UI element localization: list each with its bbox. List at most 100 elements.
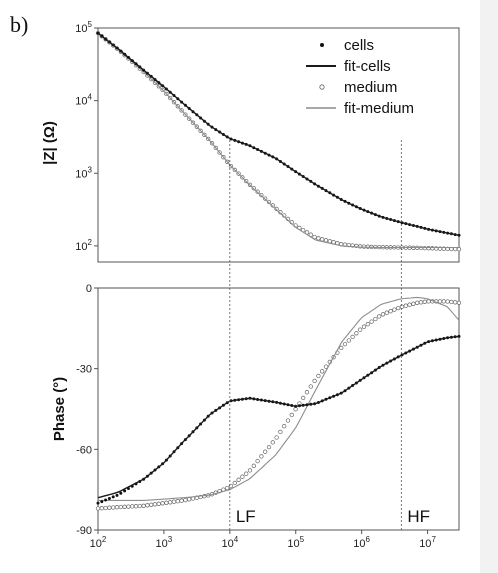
medium-series-point bbox=[145, 503, 150, 508]
impedance-chart: 102 103 104 105 |Z| (Ω) cells fit-cells mediu… bbox=[41, 20, 462, 550]
medium-series-point bbox=[339, 345, 344, 351]
marker-hf-label: HF bbox=[407, 507, 430, 526]
medium-series-point bbox=[240, 474, 245, 479]
medium-series-point bbox=[365, 322, 370, 327]
phase-y-axis-label: Phase (°) bbox=[51, 377, 68, 441]
medium-series-point bbox=[289, 412, 294, 418]
medium-series-point bbox=[456, 300, 462, 305]
medium-series-point bbox=[384, 310, 389, 315]
medium-series-point bbox=[308, 384, 313, 389]
legend-medium-label: medium bbox=[344, 79, 397, 96]
marker-lf-label: LF bbox=[236, 507, 256, 526]
phase-x-tick-label: 102 bbox=[90, 535, 107, 550]
medium-series-point bbox=[114, 505, 120, 510]
medium-series-point bbox=[422, 299, 427, 304]
medium-series-point bbox=[232, 480, 237, 486]
phase-x-tick-label: 107 bbox=[419, 535, 436, 550]
cells-series-point bbox=[100, 500, 104, 504]
legend-fit-medium-label: fit-medium bbox=[344, 100, 414, 117]
medium-series-point bbox=[312, 378, 317, 384]
cells-series-point bbox=[111, 495, 115, 499]
legend-fit-cells-label: fit-cells bbox=[344, 58, 391, 75]
medium-series-point bbox=[126, 504, 131, 509]
medium-series-point bbox=[320, 237, 325, 242]
fit-cells-series-line bbox=[97, 335, 460, 499]
medium-series-point bbox=[95, 506, 101, 511]
magnitude-y-tick-label: 105 bbox=[75, 20, 92, 35]
medium-series-point bbox=[107, 505, 112, 510]
medium-series-point bbox=[274, 435, 279, 440]
medium-series-point bbox=[160, 501, 165, 506]
medium-series-point bbox=[361, 324, 367, 329]
phase-y-tick-label: -60 bbox=[76, 444, 92, 456]
medium-series-point bbox=[244, 471, 249, 476]
phase-y-tick-label: -30 bbox=[76, 364, 92, 376]
frequency-markers: LF HF bbox=[229, 140, 430, 530]
medium-series-point bbox=[164, 500, 169, 505]
medium-series-point bbox=[407, 302, 412, 307]
medium-series-point bbox=[411, 301, 416, 306]
medium-series-point bbox=[449, 299, 454, 305]
medium-series-point bbox=[453, 300, 458, 305]
medium-series-point bbox=[293, 407, 298, 412]
medium-series-point bbox=[175, 499, 180, 504]
phase-x-tick-label: 105 bbox=[287, 535, 304, 550]
legend-cells-swatch bbox=[320, 43, 324, 47]
medium-series-point bbox=[388, 309, 393, 314]
medium-series-point bbox=[304, 390, 310, 395]
medium-series-point bbox=[285, 418, 291, 423]
medium-series-point bbox=[266, 199, 272, 205]
fit-cells-series-line bbox=[97, 32, 460, 236]
medium-series-point bbox=[396, 305, 401, 311]
legend: cells fit-cells medium fit-medium bbox=[306, 37, 414, 117]
cells-series-point bbox=[96, 501, 100, 505]
medium-series-point bbox=[133, 504, 139, 509]
magnitude-panel: 102 103 104 105 |Z| (Ω) cells fit-cells mediu… bbox=[41, 20, 462, 263]
medium-series-point bbox=[445, 299, 450, 304]
medium-series-point bbox=[312, 234, 317, 240]
medium-series-point bbox=[270, 440, 275, 445]
medium-series-point bbox=[361, 244, 367, 249]
fit-medium-series-line bbox=[97, 32, 459, 249]
medium-series-point bbox=[377, 314, 382, 319]
medium-series-point bbox=[346, 338, 351, 343]
medium-series-point bbox=[111, 505, 116, 510]
medium-series-point bbox=[380, 312, 386, 317]
medium-series-point bbox=[278, 429, 283, 435]
cells-series-point bbox=[115, 493, 119, 497]
medium-series-point bbox=[168, 500, 173, 505]
medium-series-point bbox=[415, 300, 420, 305]
medium-series-point bbox=[255, 458, 260, 464]
medium-series-point bbox=[301, 395, 306, 401]
medium-series-point bbox=[358, 327, 363, 332]
legend-cells-label: cells bbox=[344, 37, 374, 54]
magnitude-y-tick-label: 104 bbox=[75, 93, 92, 108]
medium-series-point bbox=[156, 501, 161, 506]
figure: b) 102 103 104 105 |Z| (Ω) cells fit-cells me… bbox=[0, 0, 480, 573]
medium-series-point bbox=[354, 331, 359, 336]
medium-series-point bbox=[369, 319, 374, 324]
medium-series-point bbox=[350, 334, 355, 340]
magnitude-y-tick-label: 102 bbox=[75, 238, 92, 253]
medium-series-point bbox=[130, 504, 135, 509]
medium-series-point bbox=[426, 246, 431, 251]
medium-series-point bbox=[373, 316, 378, 322]
legend-medium-swatch bbox=[319, 84, 325, 90]
medium-series-point bbox=[137, 503, 142, 509]
medium-series-point bbox=[149, 502, 154, 507]
medium-series-point bbox=[320, 369, 325, 374]
medium-series-point bbox=[103, 505, 108, 511]
medium-series-point bbox=[179, 498, 184, 503]
medium-series-point bbox=[392, 307, 397, 312]
phase-plot-frame bbox=[97, 287, 460, 531]
medium-series-point bbox=[118, 504, 123, 510]
medium-series-point bbox=[441, 299, 446, 304]
medium-series-point bbox=[225, 485, 230, 491]
medium-series-point bbox=[403, 303, 408, 308]
medium-series-point bbox=[99, 506, 104, 511]
cells-series-point bbox=[119, 491, 123, 495]
phase-panel: 0 -30 -60 -90 102 103 104 105 106 107 Phase (°) bbox=[51, 283, 462, 550]
medium-series-point bbox=[399, 304, 405, 309]
medium-series-point bbox=[316, 236, 321, 241]
medium-series-point bbox=[152, 502, 158, 507]
